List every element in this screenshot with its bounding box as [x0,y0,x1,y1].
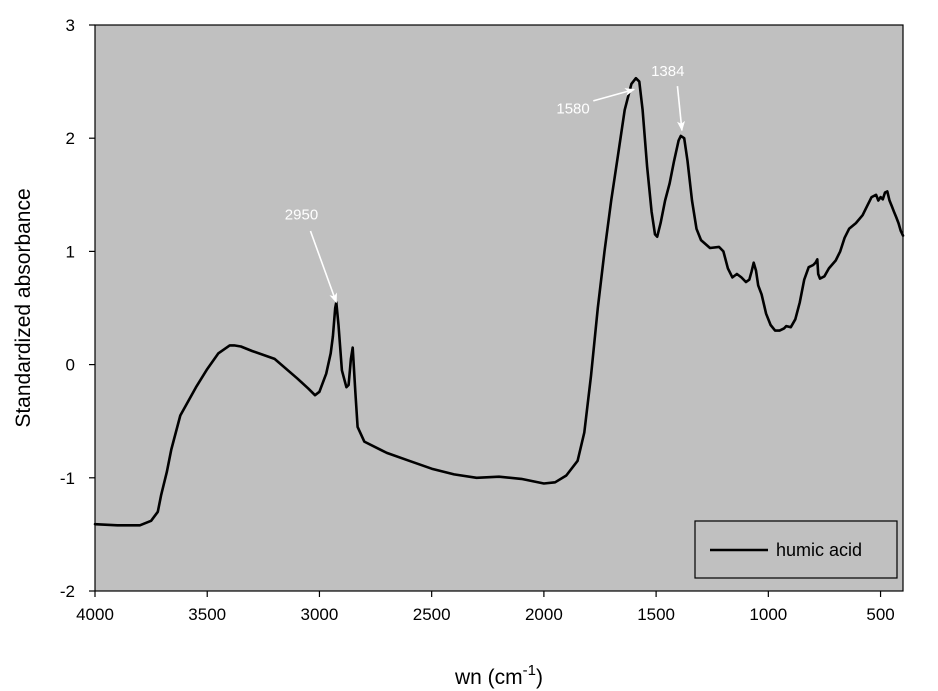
x-axis-title-superscript: -1 [523,662,536,679]
annotation-arrow-2950 [309,230,338,304]
annotation-arrow-1580 [593,88,636,102]
legend-label-humic-acid: humic acid [776,540,862,560]
y-axis-title: Standardized absorbance [12,188,35,427]
y-tick-label: 0 [66,356,75,375]
y-tick-label: 1 [66,242,75,261]
x-axis-title-main: wn (cm [454,666,523,689]
annotation-arrow-1384 [676,86,685,132]
plot-area [95,25,903,591]
x-tick-label: 500 [866,605,894,624]
y-tick-label: -2 [60,582,75,601]
x-axis-title-close: ) [536,666,543,689]
x-tick-label: 2500 [413,605,451,624]
x-tick-label: 3500 [188,605,226,624]
x-tick-label: 1500 [637,605,675,624]
plot-frame [94,24,904,592]
series-line-humic-acid [93,76,905,527]
legend: humic acid [694,520,898,579]
x-tick-label: 2000 [525,605,563,624]
annotation-label-1384: 1384 [651,63,684,80]
annotation-layer: 2950 1580 1384 [285,63,685,304]
x-tick-label: 4000 [76,605,114,624]
y-tick-label: -1 [60,469,75,488]
annotation-label-2950: 2950 [285,207,318,224]
legend-box [694,520,898,579]
y-axis: -2 -1 0 1 2 3 [60,16,95,601]
x-tick-label: 3000 [301,605,339,624]
y-tick-label: 2 [66,129,75,148]
x-axis: 4000 3500 3000 2500 2000 1500 1000 500 [76,591,895,624]
series-layer [93,76,905,527]
x-tick-label: 1000 [749,605,787,624]
x-axis-title: wn (cm-1) [454,662,543,689]
annotation-label-1580: 1580 [556,100,589,117]
y-tick-label: 3 [66,16,75,35]
